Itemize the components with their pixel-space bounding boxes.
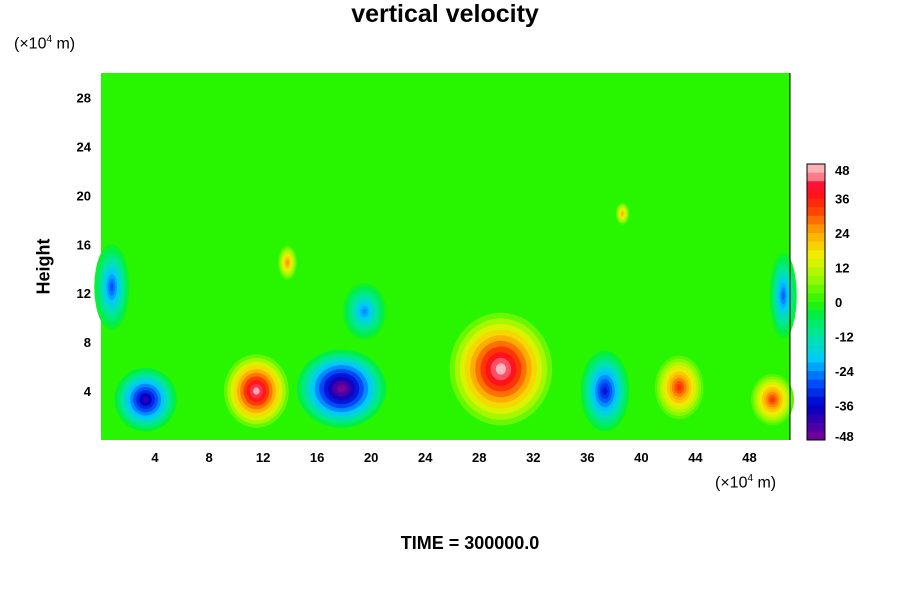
time-label: TIME = 300000.0 (400, 533, 540, 553)
colorbar-band (807, 181, 825, 191)
y-tick-label: 20 (77, 188, 91, 203)
x-tick-label: 16 (310, 450, 324, 465)
colorbar-band (807, 241, 825, 251)
colorbar-band (807, 388, 825, 398)
y-tick-label: 24 (77, 139, 92, 154)
contour-band (253, 387, 260, 395)
contour-band (770, 397, 775, 403)
y-tick-label: 16 (77, 237, 91, 252)
colorbar-tick-label: 24 (835, 226, 850, 241)
contour-band (781, 291, 785, 300)
colorbar-band (807, 345, 825, 355)
colorbar-band (807, 414, 825, 424)
colorbar-band (807, 233, 825, 243)
colorbar-band (807, 371, 825, 381)
contour-band (286, 260, 289, 265)
velocity-cell (449, 312, 553, 426)
x-tick-label: 40 (634, 450, 648, 465)
colorbar-band (807, 215, 825, 225)
colorbar-band (807, 284, 825, 294)
colorbar-tick-label: 0 (835, 295, 842, 310)
velocity-cell (114, 367, 177, 432)
colorbar-band (807, 405, 825, 415)
y-tick-label: 12 (77, 286, 91, 301)
colorbar-band (807, 224, 825, 234)
colorbar-band (807, 396, 825, 406)
x-tick-label: 28 (472, 450, 486, 465)
x-tick-label: 36 (580, 450, 594, 465)
contour-band (337, 384, 346, 393)
colorbar-band (807, 302, 825, 312)
colorbar-tick-label: 12 (835, 261, 849, 276)
colorbar: 48 36 24 12 0 -12 -24 -36 -48 (806, 163, 855, 444)
colorbar-band (807, 172, 825, 182)
colorbar-band (807, 422, 825, 432)
velocity-cell (750, 373, 795, 426)
colorbar-tick-label: -36 (835, 399, 854, 414)
x-tick-label: 48 (742, 450, 756, 465)
colorbar-band (807, 327, 825, 337)
velocity-cell (223, 354, 289, 428)
x-tick-label: 32 (526, 450, 540, 465)
colorbar-tick-label: -12 (835, 330, 854, 345)
colorbar-band (807, 250, 825, 260)
y-tick-label: 8 (84, 335, 91, 350)
x-tick-label: 20 (364, 450, 378, 465)
colorbar-band (807, 319, 825, 329)
velocity-cell (94, 244, 130, 330)
contour-band (676, 384, 682, 391)
x-tick-label: 12 (256, 450, 270, 465)
colorbar-band (807, 207, 825, 217)
y-axis-unit: (×104 m) (14, 34, 76, 53)
contour-band (495, 363, 507, 375)
contour-band (362, 308, 367, 315)
contour-band (621, 212, 624, 215)
x-tick-label: 44 (688, 450, 703, 465)
velocity-cell (296, 349, 387, 428)
x-axis-unit: (×104 m) (715, 473, 777, 492)
velocity-cell (654, 355, 704, 420)
velocity-cell (580, 350, 630, 432)
colorbar-band (807, 336, 825, 346)
colorbar-band (807, 276, 825, 286)
colorbar-band (807, 189, 825, 199)
velocity-cell (342, 283, 387, 340)
colorbar-tick-label: -48 (835, 429, 854, 444)
velocity-cell (615, 202, 630, 225)
colorbar-band (807, 293, 825, 303)
colorbar-band (807, 379, 825, 389)
colorbar-band (807, 258, 825, 268)
contour-band (142, 396, 149, 403)
colorbar-tick-label: -24 (835, 364, 855, 379)
colorbar-band (807, 267, 825, 277)
colorbar-band (807, 198, 825, 208)
colorbar-band (807, 353, 825, 363)
colorbar-band (807, 431, 825, 441)
x-tick-label: 24 (418, 450, 433, 465)
colorbar-frame (806, 163, 826, 441)
y-tick-label: 28 (77, 90, 91, 105)
colorbar-band (807, 310, 825, 320)
x-tick-label: 4 (151, 450, 159, 465)
contour-band (602, 387, 608, 396)
velocity-field (94, 73, 797, 440)
colorbar-tick-label: 36 (835, 192, 849, 207)
velocity-cell (277, 245, 297, 280)
velocity-cell (769, 252, 797, 339)
chart-title: vertical velocity (351, 0, 539, 28)
y-tick-label: 4 (84, 384, 92, 399)
colorbar-band (807, 164, 825, 174)
x-tick-label: 8 (205, 450, 212, 465)
colorbar-band (807, 362, 825, 372)
colorbar-tick-label: 48 (835, 163, 849, 178)
contour-band (110, 282, 114, 292)
